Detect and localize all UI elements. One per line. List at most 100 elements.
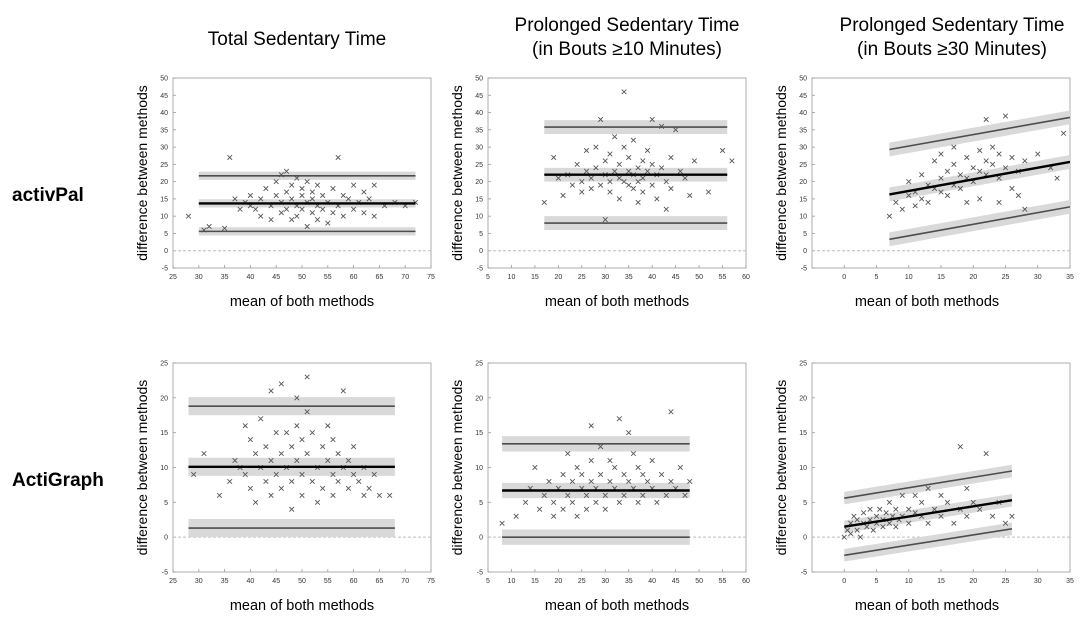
y-tick-label: 10: [160, 214, 168, 221]
x-tick-label: 40: [648, 578, 656, 585]
data-point: [597, 116, 604, 123]
x-tick-label: 45: [672, 274, 680, 281]
data-point: [663, 492, 669, 498]
data-point: [944, 192, 951, 199]
data-point: [551, 154, 557, 161]
data-point: [278, 485, 284, 492]
data-point: [597, 443, 604, 450]
data-point: [931, 158, 938, 164]
y-tick-label: 35: [475, 127, 483, 134]
data-point: [602, 506, 608, 512]
y-tick-label: 20: [799, 179, 807, 186]
data-point: [989, 161, 996, 167]
row-label-actigraph: ActiGraph: [12, 470, 104, 491]
lower-limit-of-agreement-line: [889, 206, 1070, 241]
data-point: [970, 165, 976, 171]
column-title-1-line-1: Total Sedentary Time: [208, 29, 386, 50]
data-point: [951, 144, 957, 150]
data-point: [964, 199, 970, 205]
data-point: [989, 144, 996, 150]
data-point: [989, 513, 996, 519]
x-tick-label: 15: [937, 578, 945, 585]
data-point: [247, 485, 254, 492]
data-point: [340, 192, 346, 199]
y-tick-label: 10: [475, 465, 483, 472]
column-titles: Total Sedentary Time Prolonged Sedentary …: [208, 15, 1065, 60]
y-tick-label: 20: [475, 395, 483, 402]
data-point: [565, 492, 571, 498]
data-point: [258, 196, 264, 202]
y-tick-label: 30: [160, 145, 168, 152]
data-point: [854, 527, 860, 533]
data-point: [304, 223, 310, 230]
data-point: [309, 478, 315, 485]
x-tick-label: 45: [272, 274, 280, 281]
y-tick-label: -5: [477, 570, 483, 577]
data-point: [626, 154, 632, 161]
x-tick-label: 20: [554, 578, 562, 585]
data-point: [919, 196, 925, 202]
data-point: [616, 416, 622, 422]
x-tick-label: 75: [427, 578, 435, 585]
data-point: [687, 192, 693, 199]
data-point: [513, 513, 519, 519]
x-axis-label: mean of both methods: [230, 294, 374, 310]
y-tick-label: 25: [475, 361, 483, 368]
y-tick-label: 40: [475, 110, 483, 117]
data-point: [607, 189, 613, 195]
data-point: [649, 161, 655, 167]
data-point: [185, 213, 192, 219]
data-point: [583, 492, 590, 498]
data-point: [565, 450, 571, 457]
data-point: [996, 151, 1002, 157]
data-point: [912, 203, 918, 209]
data-point: [612, 464, 618, 471]
data-point: [345, 457, 352, 464]
panel-actigraph-2: -5 0 5 10 15 20 25 5 10 15 20 25 30 35 40 45 50 55 60 mean …: [449, 361, 750, 615]
data-point: [880, 524, 886, 530]
data-point: [574, 161, 580, 167]
data-point: [345, 196, 352, 202]
y-tick-label: 25: [799, 361, 807, 368]
data-point: [499, 520, 505, 526]
y-tick-label: 0: [803, 248, 807, 255]
data-point: [569, 499, 576, 505]
x-tick-label: 15: [937, 274, 945, 281]
data-point: [309, 430, 315, 436]
y-tick-label: 25: [799, 162, 807, 169]
y-tick-label: 5: [164, 500, 168, 507]
data-point: [371, 213, 377, 219]
y-tick-label: 10: [799, 465, 807, 472]
data-point: [944, 499, 951, 505]
data-point: [977, 147, 983, 154]
x-tick-label: 5: [875, 578, 879, 585]
y-tick-label: 20: [799, 395, 807, 402]
y-axis-label: difference between methods: [134, 85, 150, 261]
data-point: [294, 213, 300, 219]
data-point: [870, 527, 876, 533]
data-point: [299, 437, 305, 443]
data-point: [371, 182, 377, 188]
data-point: [289, 443, 295, 450]
x-tick-label: 65: [376, 274, 384, 281]
data-point: [227, 154, 233, 161]
data-point: [273, 192, 279, 199]
y-axis-label: difference between methods: [773, 85, 789, 261]
x-tick-label: 70: [401, 274, 409, 281]
y-axis-label: difference between methods: [773, 380, 789, 556]
x-tick-label: 50: [695, 578, 703, 585]
data-point: [320, 206, 326, 212]
y-tick-label: 35: [799, 127, 807, 134]
data-point: [944, 168, 951, 174]
x-axis-label: mean of both methods: [230, 598, 374, 614]
data-point: [687, 478, 693, 485]
data-point: [867, 506, 873, 512]
data-point: [899, 492, 905, 498]
data-point: [649, 457, 655, 464]
x-tick-label: 40: [247, 578, 255, 585]
x-tick-label: 20: [554, 274, 562, 281]
data-point: [621, 179, 627, 185]
data-point: [649, 116, 655, 123]
data-point: [242, 423, 248, 429]
data-point: [597, 471, 604, 478]
